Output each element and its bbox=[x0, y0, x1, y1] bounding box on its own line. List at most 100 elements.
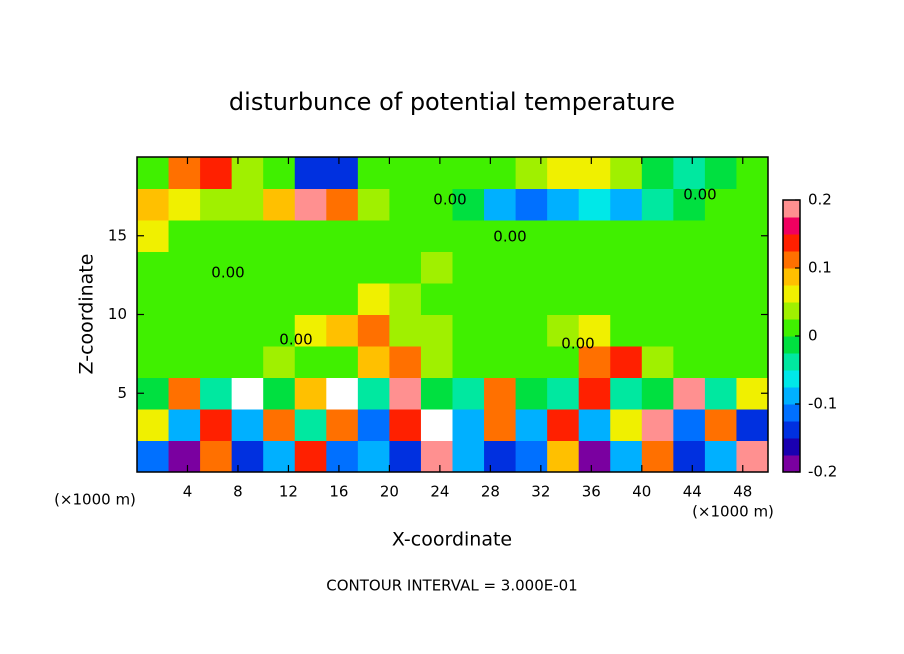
heatmap-cell bbox=[263, 157, 296, 189]
colorbar-swatch bbox=[783, 438, 800, 456]
colorbar-tick-label: -0.2 bbox=[808, 463, 837, 481]
contour-label: 0.00 bbox=[279, 331, 312, 349]
heatmap-cell bbox=[641, 314, 674, 347]
heatmap-cell bbox=[736, 409, 769, 441]
x-tick-label: 8 bbox=[233, 483, 243, 501]
heatmap-cell bbox=[263, 440, 296, 473]
heatmap-cell bbox=[200, 251, 233, 284]
heatmap-cell bbox=[168, 251, 201, 284]
colorbar-swatch bbox=[783, 251, 800, 269]
colorbar-swatch bbox=[783, 353, 800, 371]
y-tick-label: 15 bbox=[108, 226, 127, 244]
heatmap-cell bbox=[452, 346, 485, 378]
heatmap-cell bbox=[357, 251, 390, 284]
contour-label: 0.00 bbox=[211, 264, 244, 282]
heatmap-cell bbox=[673, 220, 706, 252]
heatmap-cell bbox=[137, 314, 170, 347]
heatmap-cell bbox=[736, 188, 769, 221]
heatmap-cell bbox=[673, 251, 706, 284]
heatmap-cell bbox=[420, 283, 453, 315]
heatmap-cell bbox=[326, 346, 359, 378]
heatmap-cell bbox=[200, 346, 233, 378]
heatmap-cell bbox=[673, 157, 706, 189]
heatmap-cell bbox=[389, 377, 422, 410]
x-tick-label: 4 bbox=[183, 483, 193, 501]
colorbar-tick-label: 0.1 bbox=[808, 259, 832, 277]
heatmap-cell bbox=[231, 220, 264, 252]
heatmap-cell bbox=[547, 314, 580, 347]
heatmap-cell bbox=[547, 188, 580, 221]
heatmap-cell bbox=[168, 188, 201, 221]
heatmap-cell bbox=[673, 377, 706, 410]
heatmap-cell bbox=[357, 283, 390, 315]
heatmap-cell bbox=[200, 314, 233, 347]
heatmap-cell bbox=[263, 346, 296, 378]
contour-label: 0.00 bbox=[433, 191, 466, 209]
colorbar-swatch bbox=[783, 302, 800, 320]
heatmap-cell bbox=[231, 188, 264, 221]
heatmap-cell bbox=[673, 283, 706, 315]
heatmap-cell bbox=[736, 157, 769, 189]
contour-label: 0.00 bbox=[561, 335, 594, 353]
heatmap-cell bbox=[484, 251, 517, 284]
heatmap-cell bbox=[231, 314, 264, 347]
heatmap-cell bbox=[389, 283, 422, 315]
heatmap-cell bbox=[231, 251, 264, 284]
x-tick-label: 28 bbox=[481, 483, 500, 501]
heatmap-cell bbox=[137, 283, 170, 315]
heatmap-cell bbox=[294, 283, 327, 315]
x-axis-label: X-coordinate bbox=[392, 529, 512, 551]
x-unit-label: (×1000 m) bbox=[54, 491, 136, 509]
heatmap-cell bbox=[357, 188, 390, 221]
heatmap-cell bbox=[484, 283, 517, 315]
heatmap-cell bbox=[326, 188, 359, 221]
heatmap-cell bbox=[168, 377, 201, 410]
heatmap-cell bbox=[515, 409, 548, 441]
heatmap-cell bbox=[420, 188, 453, 221]
heatmap-cell bbox=[641, 440, 674, 473]
heatmap-cell bbox=[326, 409, 359, 441]
heatmap-cell bbox=[578, 283, 611, 315]
heatmap-cell bbox=[326, 440, 359, 473]
heatmap-cell bbox=[389, 440, 422, 473]
contour-label: 0.00 bbox=[683, 186, 716, 204]
heatmap-cell bbox=[515, 220, 548, 252]
heatmap-cell bbox=[357, 346, 390, 378]
heatmap-cell bbox=[578, 157, 611, 189]
heatmap-cell bbox=[294, 346, 327, 378]
heatmap-cell bbox=[515, 440, 548, 473]
heatmap-cell bbox=[263, 409, 296, 441]
heatmap-cell bbox=[231, 157, 264, 189]
heatmap-cell bbox=[736, 440, 769, 473]
heatmap-cell bbox=[610, 440, 643, 473]
heatmap-cell bbox=[704, 409, 737, 441]
heatmap-cell bbox=[357, 409, 390, 441]
heatmap-cell bbox=[326, 220, 359, 252]
heatmap-cell bbox=[610, 220, 643, 252]
heatmap-cell bbox=[326, 314, 359, 347]
heatmap-cell bbox=[263, 283, 296, 315]
heatmap-cell bbox=[515, 377, 548, 410]
colorbar-swatch bbox=[783, 268, 800, 286]
heatmap-cell bbox=[641, 346, 674, 378]
heatmap-cell bbox=[547, 440, 580, 473]
heatmap-cell bbox=[484, 377, 517, 410]
heatmap-cell bbox=[263, 377, 296, 410]
chart-title: disturbunce of potential temperature bbox=[229, 88, 675, 116]
heatmap-cell bbox=[610, 346, 643, 378]
heatmap-cell bbox=[294, 409, 327, 441]
heatmap-cell bbox=[578, 409, 611, 441]
heatmap-cell bbox=[263, 314, 296, 347]
heatmap-cell bbox=[357, 220, 390, 252]
heatmap-cell bbox=[168, 314, 201, 347]
x-tick-label: 36 bbox=[582, 483, 601, 501]
heatmap-cell bbox=[641, 409, 674, 441]
heatmap-cell bbox=[200, 377, 233, 410]
heatmap-cell bbox=[704, 157, 737, 189]
heatmap-cell bbox=[484, 409, 517, 441]
heatmap-cell bbox=[294, 251, 327, 284]
heatmap-cell bbox=[484, 157, 517, 189]
heatmap-cell bbox=[231, 283, 264, 315]
heatmap-cell bbox=[231, 409, 264, 441]
heatmap-cell bbox=[736, 251, 769, 284]
